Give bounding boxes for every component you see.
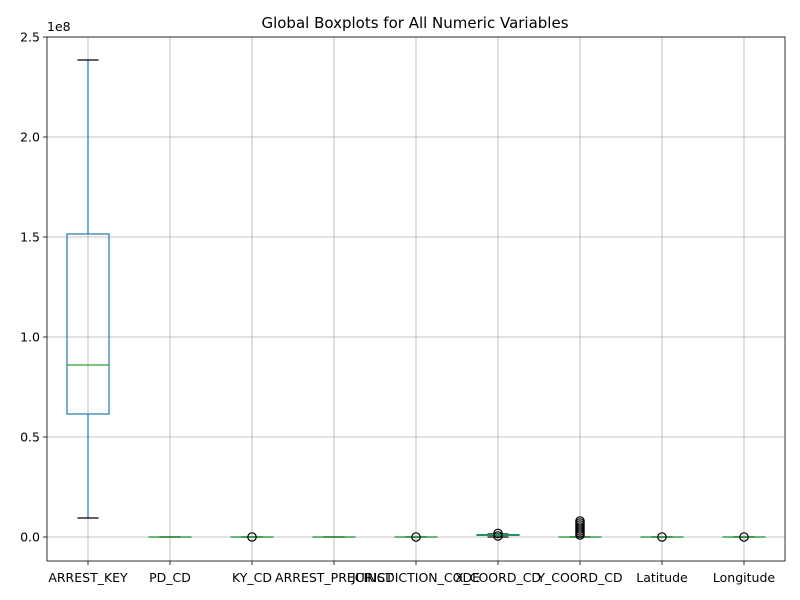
y-tick-label: 0.5 xyxy=(20,430,40,445)
tick-layer: 0.0 0.5 1.0 1.5 2.0 2.5 ARREST_KEY PD_CD KY_CD AR… xyxy=(20,30,775,586)
y-tick-label: 1.0 xyxy=(20,330,40,345)
x-tick-label: KY_CD xyxy=(232,570,272,585)
y-tick-label: 1.5 xyxy=(20,230,40,245)
y-tick-label: 2.0 xyxy=(20,130,40,145)
flier-point xyxy=(493,528,503,539)
x-tick-label: ARREST_KEY xyxy=(48,570,128,585)
box-jurisdiction-code xyxy=(394,532,438,542)
x-tick-label: ARREST_PRECINCT xyxy=(275,570,393,585)
x-tick-label: PD_CD xyxy=(149,570,191,585)
y-tick-label: 0.0 xyxy=(20,530,40,545)
box-arrest-key xyxy=(66,59,110,519)
box-y-coord-cd xyxy=(558,516,602,540)
x-tick-label: Y_COORD_CD xyxy=(536,570,622,585)
flier-point xyxy=(247,532,257,542)
flier-point xyxy=(411,532,421,542)
flier-point xyxy=(739,532,749,542)
x-tick-label: JURISDICTION_CODE xyxy=(351,570,480,585)
box-latitude xyxy=(640,532,684,542)
chart-title: Global Boxplots for All Numeric Variable… xyxy=(261,14,568,32)
box-layer xyxy=(66,59,766,542)
flier-point xyxy=(575,516,585,526)
y-tick-label: 2.5 xyxy=(20,30,40,45)
box-ky-cd xyxy=(230,532,274,542)
flier-point xyxy=(493,531,503,541)
flier-point xyxy=(657,532,667,542)
box-longitude xyxy=(722,532,766,542)
grid-layer xyxy=(47,36,785,561)
x-tick-label: Latitude xyxy=(636,570,688,585)
box-body xyxy=(66,233,110,415)
x-tick-label: Longitude xyxy=(713,570,775,585)
x-tick-label: X_COORD_CD xyxy=(455,570,541,585)
y-offset-label: 1e8 xyxy=(47,19,71,34)
box-x-coord-cd xyxy=(476,528,520,541)
